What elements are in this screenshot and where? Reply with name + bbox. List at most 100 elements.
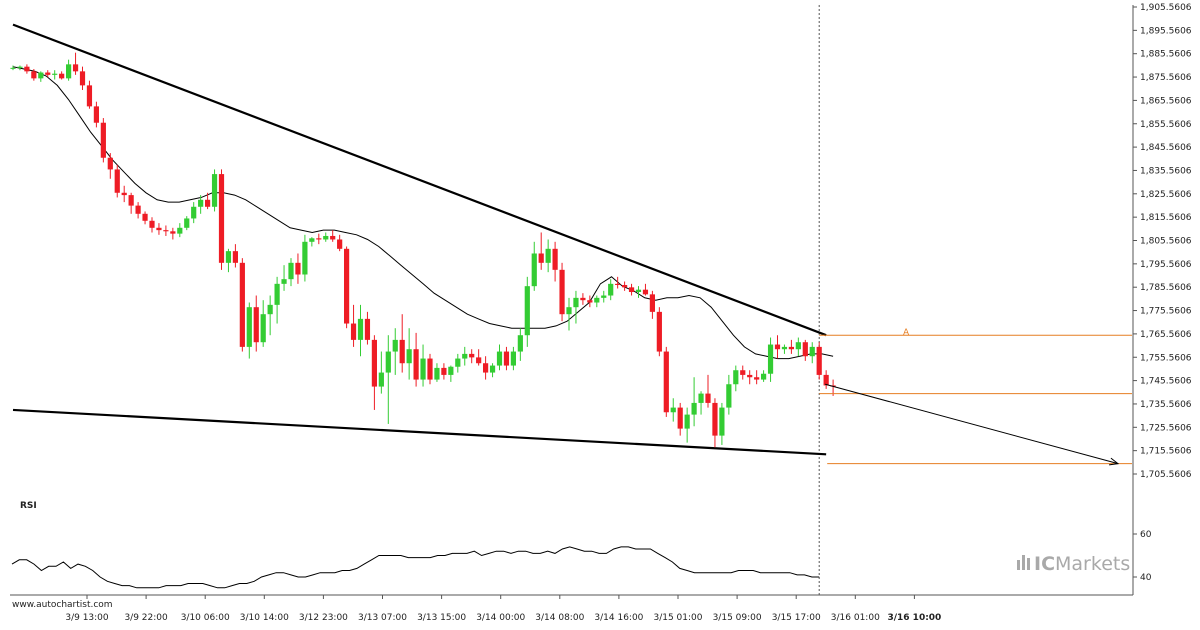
candle: [371, 335, 377, 410]
candle-body: [761, 373, 767, 380]
candle: [323, 232, 329, 242]
candle: [795, 337, 801, 357]
candle: [302, 234, 308, 282]
candle-body: [712, 402, 718, 436]
candle: [559, 262, 565, 322]
candle-body: [156, 227, 162, 231]
candle: [211, 169, 218, 212]
candle: [191, 202, 197, 224]
candle-body: [462, 353, 468, 359]
price-tick-label: 1,775.5606: [1140, 307, 1192, 317]
candle-body: [253, 307, 259, 343]
forecast-arrow-head: [1109, 457, 1120, 466]
candle: [295, 253, 301, 284]
candle: [816, 342, 822, 380]
candle: [59, 71, 65, 80]
candle: [691, 377, 697, 427]
candle-body: [357, 318, 364, 340]
candle-body: [496, 351, 503, 366]
candle: [705, 374, 711, 408]
price-tick-label: 1,875.5606: [1140, 73, 1192, 83]
candle: [698, 391, 704, 415]
candle: [406, 328, 412, 380]
moving-average: [12, 66, 834, 360]
candle-body: [211, 174, 218, 207]
candle: [267, 295, 273, 336]
time-tick-label: 3/13 07:00: [358, 613, 407, 623]
candle-body: [767, 344, 774, 374]
price-tick-label: 1,785.5606: [1140, 283, 1192, 293]
candle: [364, 311, 371, 345]
rsi-tick-label: 60: [1140, 530, 1152, 540]
candles: [10, 52, 836, 448]
time-tick-label: 3/14 00:00: [476, 613, 525, 623]
candle-body: [622, 285, 628, 288]
candle-body: [670, 407, 676, 413]
candle: [496, 344, 503, 371]
candle: [767, 337, 774, 382]
candle: [712, 398, 718, 448]
candle-body: [302, 241, 308, 275]
candle: [684, 407, 690, 443]
price-tick-label: 1,765.5606: [1140, 330, 1192, 340]
candle: [225, 248, 232, 273]
candle: [79, 66, 86, 91]
candle-body: [135, 205, 141, 214]
price-tick-label: 1,815.5606: [1140, 213, 1192, 223]
candle-body: [601, 295, 607, 298]
candle: [163, 225, 169, 236]
candle: [128, 192, 134, 214]
candle: [392, 328, 398, 375]
candle-body: [31, 71, 37, 79]
price-tick-label: 1,825.5606: [1140, 190, 1192, 200]
price-tick-label: 1,855.5606: [1140, 120, 1192, 130]
candle-body: [455, 358, 461, 367]
candle-body: [573, 297, 579, 308]
candle-body: [788, 346, 794, 350]
candle: [670, 398, 676, 422]
candle: [344, 246, 350, 329]
candle: [733, 365, 739, 392]
time-tick-label: 3/14 16:00: [594, 613, 643, 623]
candle-body: [59, 73, 65, 79]
source-label: www.autochartist.com: [12, 600, 113, 610]
candle: [628, 283, 635, 296]
price-tick-label: 1,895.5606: [1140, 26, 1192, 36]
candle-body: [406, 349, 412, 364]
candle-body: [774, 344, 781, 350]
brand-text: ICMarkets: [1034, 553, 1130, 575]
candle-body: [795, 342, 801, 350]
candle-body: [364, 318, 371, 340]
forecast-arrow-line: [825, 383, 1119, 465]
candle: [93, 101, 99, 128]
price-axis: 1,905.5606 1,895.5606 1,885.5606 1,875.5606…: [10, 3, 1192, 596]
candle-body: [628, 287, 635, 293]
candle: [357, 304, 364, 357]
candle: [747, 370, 753, 385]
candle: [31, 69, 37, 81]
candle: [517, 328, 523, 361]
candle: [198, 195, 204, 214]
candle: [156, 223, 162, 235]
candle-body: [309, 238, 315, 242]
candle-body: [691, 402, 697, 415]
candle: [107, 153, 113, 179]
candle: [260, 300, 266, 347]
candle: [677, 402, 683, 436]
candle-body: [740, 370, 746, 375]
candle: [552, 241, 558, 282]
candle-body: [483, 363, 489, 373]
candle-body: [399, 339, 405, 364]
candle-body: [281, 279, 287, 284]
candle: [434, 363, 440, 382]
brand-logo: ICMarkets: [1017, 553, 1130, 575]
price-tick-label: 1,835.5606: [1140, 166, 1192, 176]
candle-body: [552, 248, 558, 270]
candle: [350, 304, 357, 347]
candle-body: [649, 294, 655, 312]
price-tick-label: 1,755.5606: [1140, 353, 1192, 363]
time-tick-label: 3/15 09:00: [713, 613, 762, 623]
candle: [177, 223, 183, 238]
candle-body: [330, 235, 336, 240]
